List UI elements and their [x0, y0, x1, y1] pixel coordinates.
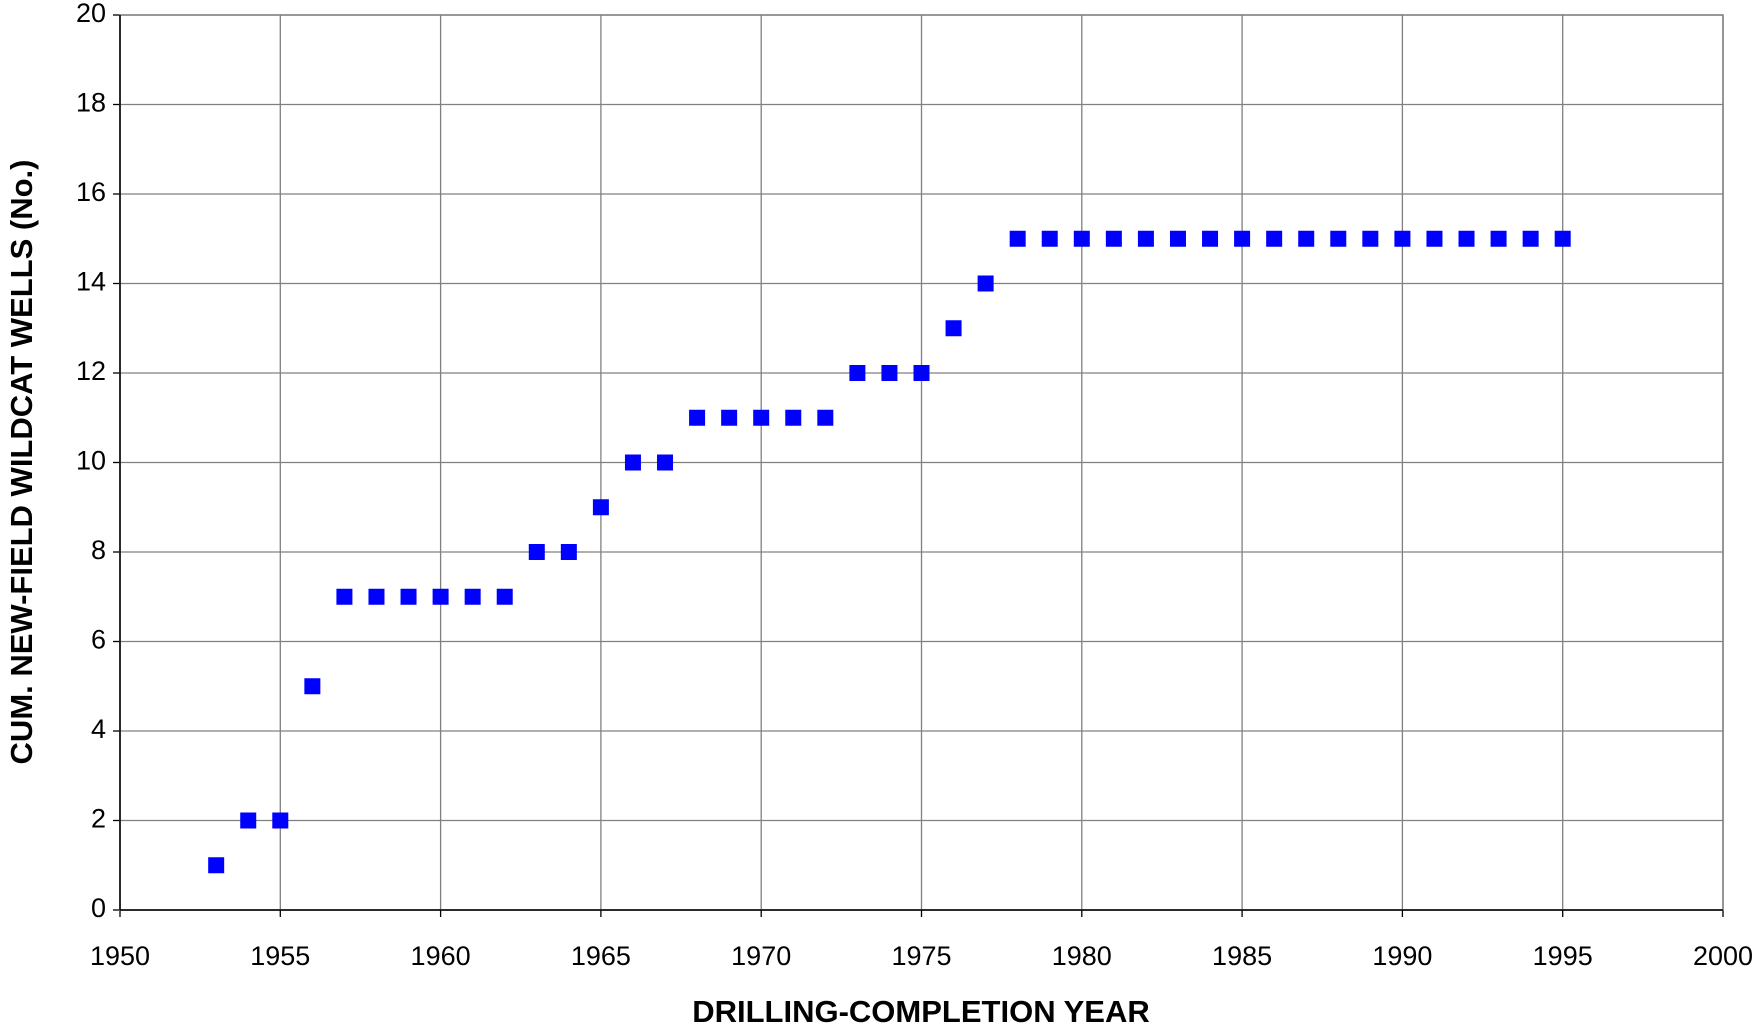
y-tick-label: 14 [76, 267, 106, 297]
y-tick-label: 18 [76, 88, 106, 118]
marker [1266, 230, 1283, 247]
marker [400, 588, 417, 605]
marker [240, 812, 257, 829]
marker [913, 365, 930, 381]
marker [1298, 230, 1315, 247]
marker [881, 365, 898, 381]
marker [753, 409, 770, 426]
marker [1009, 230, 1026, 247]
y-tick-label: 10 [76, 446, 106, 476]
y-tick-label: 16 [76, 177, 106, 207]
marker [817, 409, 834, 426]
x-tick-label: 1990 [1372, 941, 1432, 971]
marker [624, 454, 641, 471]
marker [208, 857, 225, 874]
marker [528, 544, 545, 560]
marker [721, 409, 738, 426]
marker [592, 499, 609, 516]
marker [849, 365, 866, 381]
y-tick-label: 4 [91, 714, 106, 744]
marker [689, 409, 706, 426]
marker [1041, 230, 1058, 247]
marker [1202, 230, 1219, 247]
marker [1426, 230, 1443, 247]
y-tick-label: 6 [91, 625, 106, 655]
marker [657, 454, 674, 471]
marker [560, 544, 577, 560]
marker [496, 588, 513, 605]
x-tick-label: 1970 [731, 941, 791, 971]
marker [336, 588, 353, 605]
marker [1362, 230, 1379, 247]
marker [1073, 230, 1090, 247]
marker [977, 275, 994, 292]
x-tick-label: 1995 [1533, 941, 1593, 971]
x-tick-label: 1965 [571, 941, 631, 971]
x-tick-label: 1960 [411, 941, 471, 971]
marker [432, 588, 449, 605]
x-tick-label: 1985 [1212, 941, 1272, 971]
marker [1137, 230, 1154, 247]
marker [1458, 230, 1475, 247]
marker [1169, 230, 1186, 247]
marker [368, 588, 385, 605]
marker [464, 588, 481, 605]
y-tick-label: 8 [91, 535, 106, 565]
marker [272, 812, 289, 829]
x-tick-label: 2000 [1693, 941, 1753, 971]
marker [1105, 230, 1122, 247]
marker [1234, 230, 1251, 247]
marker [1522, 230, 1539, 247]
y-tick-label: 2 [91, 804, 106, 834]
y-axis-title: CUM. NEW-FIELD WILDCAT WELLS (No.) [4, 160, 39, 765]
marker [1330, 230, 1347, 247]
x-tick-label: 1950 [90, 941, 150, 971]
marker [1394, 230, 1411, 247]
y-tick-label: 20 [76, 0, 106, 28]
marker [304, 678, 321, 695]
marker [1554, 230, 1571, 247]
x-tick-label: 1975 [891, 941, 951, 971]
y-tick-label: 12 [76, 356, 106, 386]
marker [945, 320, 962, 337]
marker [1490, 230, 1507, 247]
x-axis-title: DRILLING-COMPLETION YEAR [692, 994, 1150, 1029]
x-tick-label: 1955 [250, 941, 310, 971]
marker [785, 409, 802, 426]
x-tick-label: 1980 [1052, 941, 1112, 971]
y-tick-label: 0 [91, 893, 106, 923]
